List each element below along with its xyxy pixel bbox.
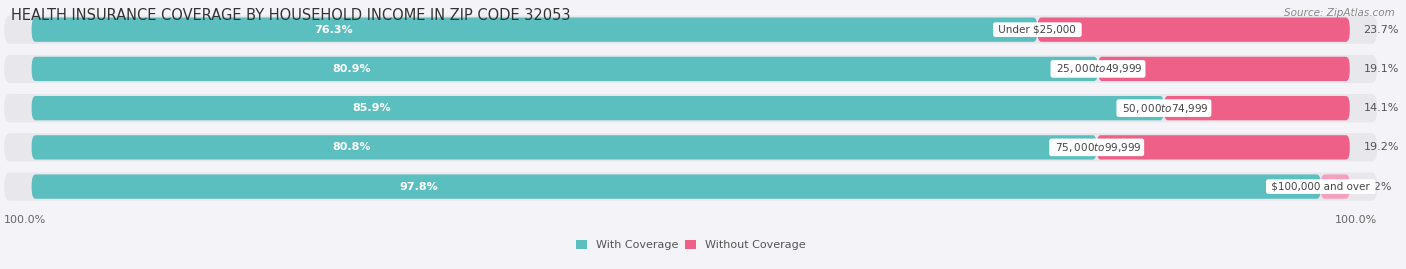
Legend: With Coverage, Without Coverage: With Coverage, Without Coverage: [571, 235, 810, 255]
Text: 80.9%: 80.9%: [332, 64, 371, 74]
FancyBboxPatch shape: [31, 135, 1097, 160]
Text: 19.1%: 19.1%: [1364, 64, 1399, 74]
FancyBboxPatch shape: [1320, 174, 1350, 199]
Text: HEALTH INSURANCE COVERAGE BY HOUSEHOLD INCOME IN ZIP CODE 32053: HEALTH INSURANCE COVERAGE BY HOUSEHOLD I…: [11, 8, 571, 23]
FancyBboxPatch shape: [31, 17, 1038, 42]
FancyBboxPatch shape: [4, 172, 1378, 201]
Text: 2.2%: 2.2%: [1364, 182, 1392, 192]
Text: $75,000 to $99,999: $75,000 to $99,999: [1052, 141, 1142, 154]
Text: 76.3%: 76.3%: [314, 25, 353, 35]
Text: $25,000 to $49,999: $25,000 to $49,999: [1053, 62, 1143, 75]
Text: 19.2%: 19.2%: [1364, 142, 1399, 152]
FancyBboxPatch shape: [31, 57, 1098, 81]
FancyBboxPatch shape: [4, 94, 1378, 122]
Text: 100.0%: 100.0%: [4, 215, 46, 225]
Text: 80.8%: 80.8%: [332, 142, 370, 152]
FancyBboxPatch shape: [31, 174, 1320, 199]
FancyBboxPatch shape: [1164, 96, 1350, 120]
Text: $50,000 to $74,999: $50,000 to $74,999: [1119, 102, 1209, 115]
FancyBboxPatch shape: [1098, 57, 1350, 81]
Text: 97.8%: 97.8%: [399, 182, 437, 192]
FancyBboxPatch shape: [4, 55, 1378, 83]
FancyBboxPatch shape: [1038, 17, 1350, 42]
Text: 85.9%: 85.9%: [352, 103, 391, 113]
FancyBboxPatch shape: [31, 96, 1164, 120]
Text: 14.1%: 14.1%: [1364, 103, 1399, 113]
FancyBboxPatch shape: [1097, 135, 1350, 160]
FancyBboxPatch shape: [4, 133, 1378, 161]
Text: Source: ZipAtlas.com: Source: ZipAtlas.com: [1284, 8, 1395, 18]
Text: 100.0%: 100.0%: [1334, 215, 1378, 225]
Text: Under $25,000: Under $25,000: [995, 25, 1080, 35]
Text: 23.7%: 23.7%: [1364, 25, 1399, 35]
FancyBboxPatch shape: [4, 16, 1378, 44]
Text: $100,000 and over: $100,000 and over: [1268, 182, 1374, 192]
